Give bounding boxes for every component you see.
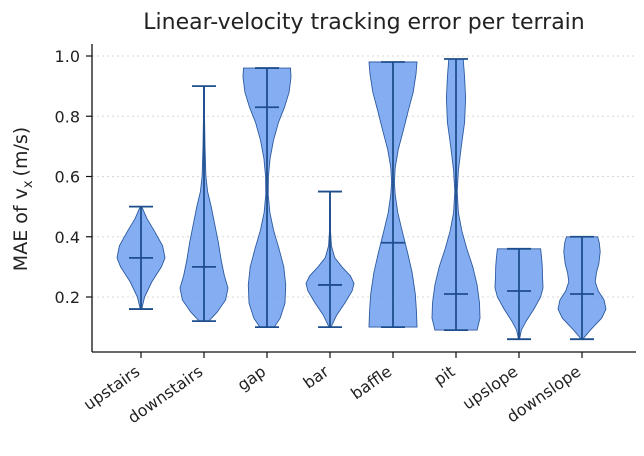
y-tick-label-4: 1.0 (55, 47, 80, 66)
y-gridlines (92, 55, 636, 298)
chart-title: Linear-velocity tracking error per terra… (143, 10, 584, 35)
violins (116, 58, 607, 341)
x-tick-label-gap: gap (234, 362, 270, 395)
y-tick-label-2: 0.6 (55, 168, 80, 187)
y-ticks: 0.2 0.4 0.6 0.8 1.0 (55, 47, 92, 307)
y-tick-label-3: 0.8 (55, 107, 80, 126)
x-tick-label-bar: bar (300, 361, 333, 392)
y-axis-label-unit: (m/s) (10, 127, 32, 177)
x-tick-label-pit: pit (430, 362, 458, 390)
y-tick-label-1: 0.4 (55, 228, 80, 247)
y-axis-label-subscript: x (21, 180, 36, 188)
y-tick-label-0: 0.2 (55, 288, 80, 307)
y-axis-label: MAE of vx(m/s) (10, 127, 36, 271)
x-tick-label-baffle: baffle (347, 362, 395, 404)
axes (91, 44, 636, 353)
